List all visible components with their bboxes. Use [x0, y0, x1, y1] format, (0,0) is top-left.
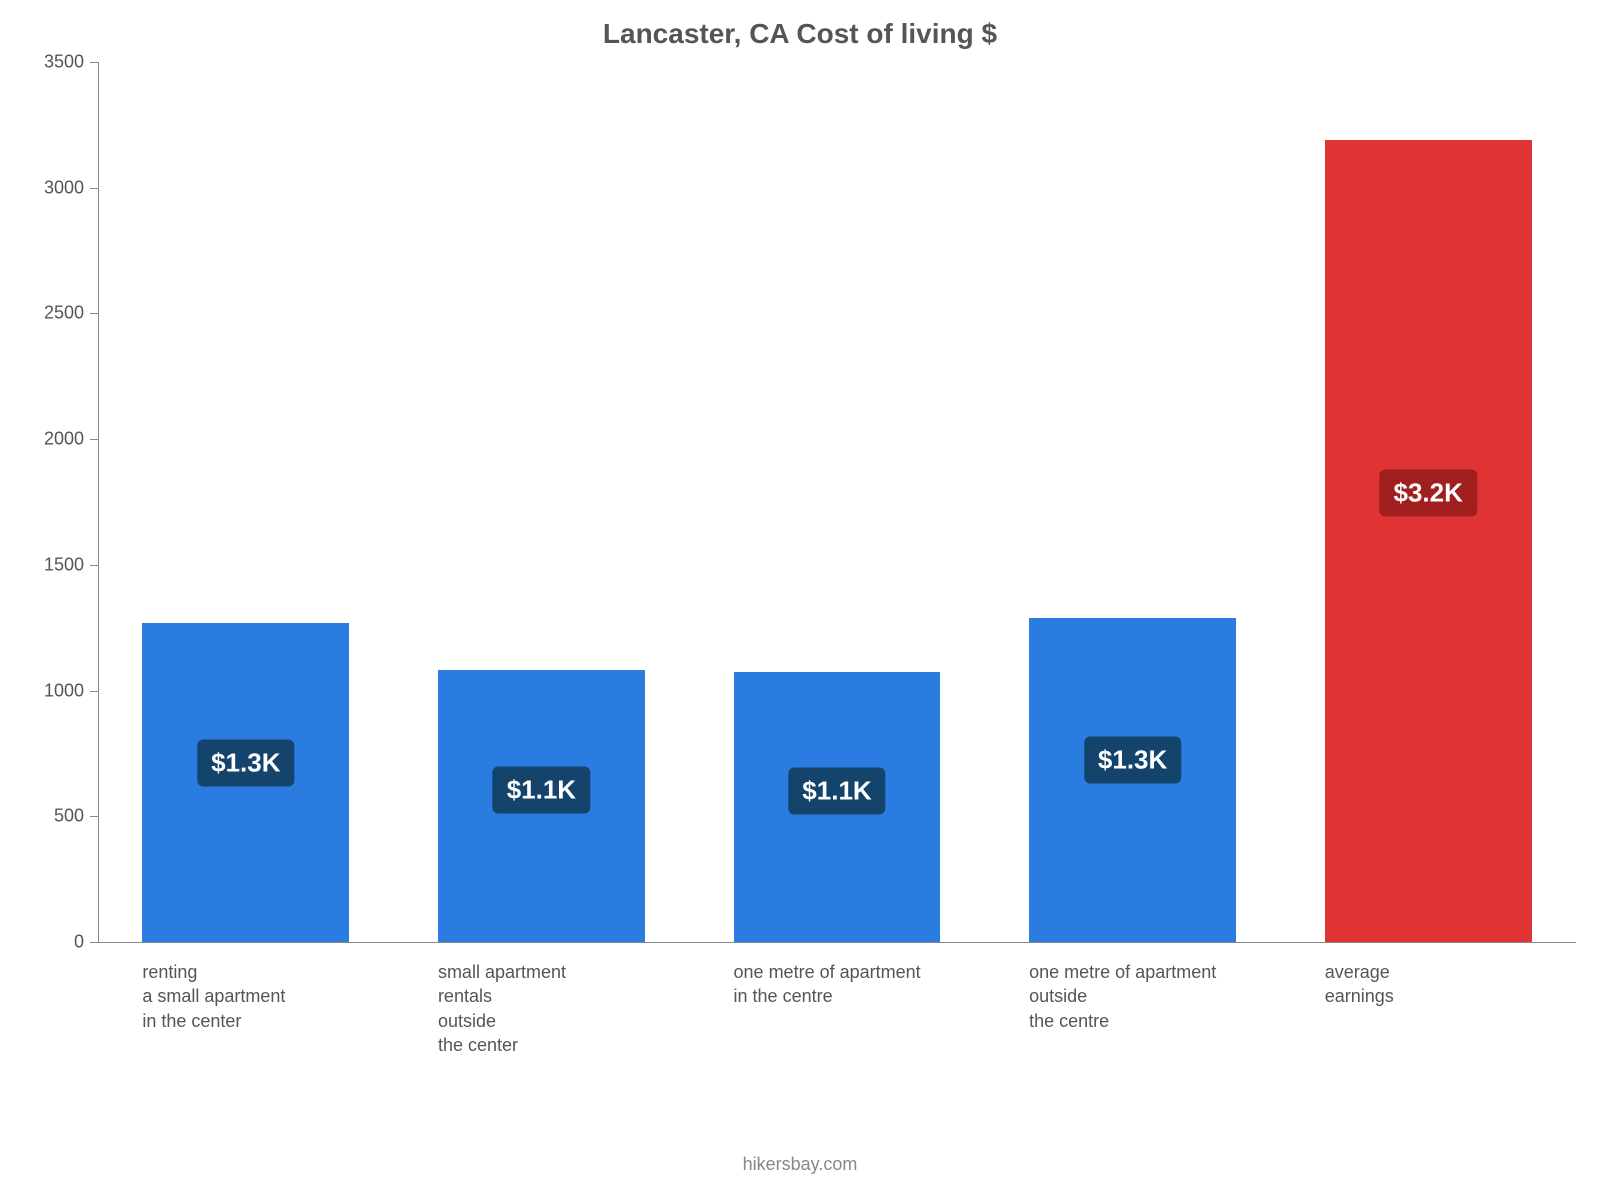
bar-value-label: $1.3K	[197, 740, 294, 787]
y-tick	[90, 439, 98, 440]
y-axis	[98, 62, 99, 942]
y-tick-label: 1500	[0, 554, 84, 575]
y-tick-label: 3000	[0, 177, 84, 198]
y-tick	[90, 942, 98, 943]
plot-area: $1.3K $1.1K $1.1K $1.3K $3.2K	[98, 62, 1576, 942]
y-tick-label: 2500	[0, 303, 84, 324]
x-axis-label: one metre of apartment in the centre	[734, 960, 981, 1009]
x-axis-label: one metre of apartment outside the centr…	[1029, 960, 1276, 1033]
y-tick	[90, 691, 98, 692]
y-tick	[90, 188, 98, 189]
y-tick	[90, 816, 98, 817]
x-axis-label: average earnings	[1325, 960, 1572, 1009]
chart-container: Lancaster, CA Cost of living $ $1.3K $1.1…	[0, 0, 1600, 1200]
y-tick-label: 0	[0, 932, 84, 953]
bar-value-label: $1.3K	[1084, 737, 1181, 784]
y-tick	[90, 565, 98, 566]
footer-attribution: hikersbay.com	[0, 1154, 1600, 1175]
bar-value-label: $1.1K	[788, 767, 885, 814]
y-tick	[90, 62, 98, 63]
x-axis-label: renting a small apartment in the center	[142, 960, 389, 1033]
bar-value-label: $3.2K	[1379, 469, 1476, 516]
x-axis	[98, 942, 1576, 943]
x-axis-label: small apartment rentals outside the cent…	[438, 960, 685, 1057]
bar-value-label: $1.1K	[493, 766, 590, 813]
y-tick-label: 2000	[0, 429, 84, 450]
y-tick-label: 3500	[0, 52, 84, 73]
y-tick-label: 500	[0, 806, 84, 827]
y-tick	[90, 313, 98, 314]
bar	[1325, 140, 1532, 942]
chart-title: Lancaster, CA Cost of living $	[0, 18, 1600, 50]
y-tick-label: 1000	[0, 680, 84, 701]
